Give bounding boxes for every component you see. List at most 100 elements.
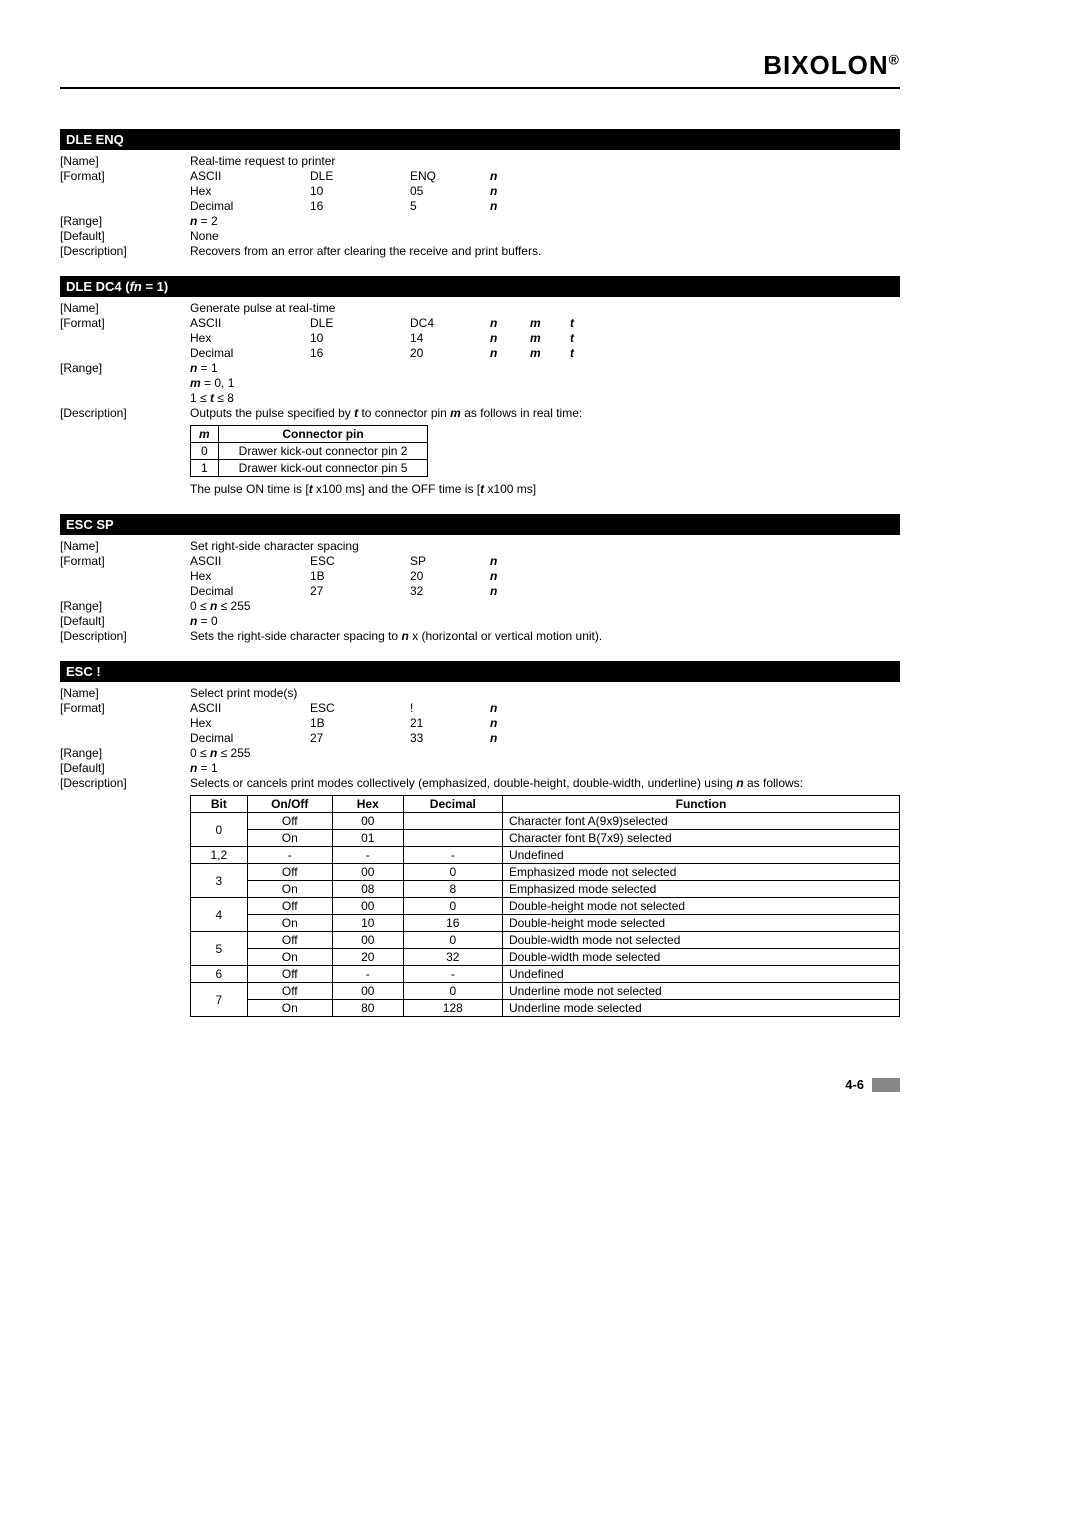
field-label: [Format] [60,316,190,330]
table-cell: On [247,949,332,966]
table-cell: Drawer kick-out connector pin 2 [218,443,428,460]
field-label: [Description] [60,629,190,643]
table-cell: 00 [332,932,403,949]
table-cell: - [332,847,403,864]
range-value: n = 1 [190,361,900,375]
field-label: [Name] [60,539,190,553]
table-cell: 0 [191,813,248,847]
table-cell: 0 [403,864,502,881]
table-cell: Off [247,983,332,1000]
table-row: On2032Double-width mode selected [191,949,900,966]
format-row: ASCIIESCSPn [190,554,900,568]
bit-table: BitOn/OffHexDecimalFunction0Off00Charact… [190,795,900,1017]
range-value: 0 ≤ n ≤ 255 [190,746,900,760]
table-cell: 1 [191,460,219,477]
table-cell: 0 [403,932,502,949]
table-cell: Double-height mode selected [502,915,899,932]
table-cell: 00 [332,898,403,915]
field-label: [Range] [60,746,190,760]
table-cell: 0 [403,898,502,915]
format-row: ASCIIDLEDC4nmt [190,316,900,330]
field-label: [Description] [60,406,190,420]
table-cell: Emphasized mode selected [502,881,899,898]
field-label: [Format] [60,554,190,568]
table-cell: Underline mode not selected [502,983,899,1000]
description-text: Outputs the pulse specified by t to conn… [190,406,900,420]
table-cell: Undefined [502,966,899,983]
table-cell: 01 [332,830,403,847]
table-row: 3Off000Emphasized mode not selected [191,864,900,881]
table-cell: 00 [332,813,403,830]
table-cell: Double-width mode not selected [502,932,899,949]
table-cell: On [247,1000,332,1017]
command-name: Generate pulse at real-time [190,301,900,315]
format-row: Hex1B21n [190,716,900,730]
table-cell: On [247,881,332,898]
field-label: [Default] [60,761,190,775]
format-row: Decimal1620nmt [190,346,900,360]
range-value: m = 0, 1 [190,376,900,390]
table-cell: 20 [332,949,403,966]
table-cell: Underline mode selected [502,1000,899,1017]
table-row: 6Off--Undefined [191,966,900,983]
table-cell: On [247,830,332,847]
field-label: [Default] [60,229,190,243]
table-cell: 0 [403,983,502,1000]
field-label: [Format] [60,169,190,183]
table-row: 1,2---Undefined [191,847,900,864]
table-cell: Double-width mode selected [502,949,899,966]
page-footer: 4-6 [60,1077,900,1092]
format-row: ASCIIDLEENQn [190,169,900,183]
command-name: Select print mode(s) [190,686,900,700]
table-cell: 7 [191,983,248,1017]
default-value: n = 1 [190,761,900,775]
table-cell: 128 [403,1000,502,1017]
table-cell: 3 [191,864,248,898]
section-title: ESC SP [60,514,900,535]
command-name: Real-time request to printer [190,154,900,168]
range-value: 1 ≤ t ≤ 8 [190,391,900,405]
table-cell: Character font A(9x9)selected [502,813,899,830]
table-cell: 1,2 [191,847,248,864]
connector-table: mConnector pin0Drawer kick-out connector… [190,425,428,477]
range-value: 0 ≤ n ≤ 255 [190,599,900,613]
table-row: On80128Underline mode selected [191,1000,900,1017]
table-row: 5Off000Double-width mode not selected [191,932,900,949]
footnote-text: The pulse ON time is [t x100 ms] and the… [190,482,900,496]
table-cell: - [403,966,502,983]
table-cell: Double-height mode not selected [502,898,899,915]
table-cell: - [332,966,403,983]
field-label: [Range] [60,599,190,613]
format-row: Decimal2733n [190,731,900,745]
table-cell: Off [247,932,332,949]
field-label: [Range] [60,214,190,228]
footer-marker [872,1078,900,1092]
format-row: Hex1005n [190,184,900,198]
description-text: Selects or cancels print modes collectiv… [190,776,900,790]
section-title: DLE ENQ [60,129,900,150]
table-cell: 10 [332,915,403,932]
table-row: On01Character font B(7x9) selected [191,830,900,847]
table-cell: 08 [332,881,403,898]
format-row: Decimal165n [190,199,900,213]
brand-logo: BIXOLON® [60,50,900,89]
table-cell [403,813,502,830]
table-cell: Off [247,966,332,983]
default-value: None [190,229,900,243]
format-row: ASCIIESC!n [190,701,900,715]
table-cell: - [403,847,502,864]
table-cell: - [247,847,332,864]
table-row: 0Off00Character font A(9x9)selected [191,813,900,830]
table-cell: 00 [332,864,403,881]
section-title: DLE DC4 (fn = 1) [60,276,900,297]
field-label: [Name] [60,154,190,168]
description-text: Sets the right-side character spacing to… [190,629,900,643]
table-cell: On [247,915,332,932]
table-cell: Emphasized mode not selected [502,864,899,881]
table-row: On088Emphasized mode selected [191,881,900,898]
format-row: Hex1B20n [190,569,900,583]
field-label: [Name] [60,686,190,700]
table-row: 7Off000Underline mode not selected [191,983,900,1000]
table-row: On1016Double-height mode selected [191,915,900,932]
field-label: [Description] [60,776,190,790]
